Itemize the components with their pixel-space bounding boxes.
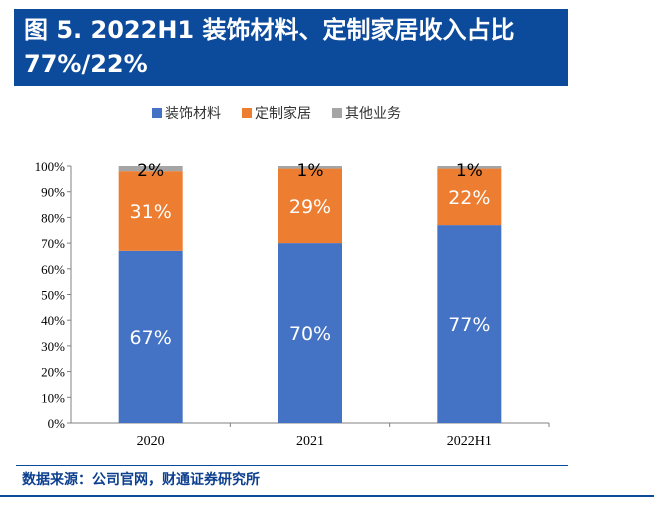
y-tick-label: 80% — [41, 210, 65, 225]
data-label-0-1: 70% — [289, 323, 331, 345]
y-tick-label: 10% — [41, 390, 65, 405]
y-tick-label: 60% — [41, 262, 65, 277]
legend-label-1: 定制家居 — [255, 105, 311, 122]
data-label-2-2: 1% — [456, 161, 483, 181]
data-label-1-1: 29% — [289, 196, 331, 218]
stacked-bar-chart: 装饰材料 定制家居 其他业务 0% 10% 20% 30% 40% 50% 60% 70% 80% 90… — [35, 105, 550, 449]
x-tick-label: 2022H1 — [447, 434, 492, 449]
x-tick-label: 2020 — [137, 434, 165, 449]
bar-2-0 — [118, 166, 183, 172]
bar-0-1 — [278, 243, 342, 423]
y-tick-label: 100% — [35, 159, 66, 174]
section-divider — [0, 495, 654, 497]
legend-swatch-0 — [152, 108, 162, 118]
bar-1-0 — [118, 171, 183, 251]
y-tick-label: 40% — [41, 313, 65, 328]
bar-2-1 — [278, 166, 342, 169]
y-tick-label: 90% — [41, 185, 65, 200]
data-label-2-0: 2% — [137, 161, 164, 181]
data-label-1-0: 31% — [130, 201, 172, 223]
y-tick-label: 70% — [41, 236, 65, 251]
bar-0-0 — [118, 250, 183, 423]
x-tick-label: 2021 — [296, 434, 324, 449]
legend-label-2: 其他业务 — [345, 106, 401, 122]
bar-1-1 — [278, 168, 342, 244]
bar-0-2 — [437, 225, 502, 423]
source-divider — [16, 465, 568, 466]
data-label-2-1: 1% — [297, 161, 324, 181]
legend-swatch-1 — [242, 108, 252, 118]
data-source-note: 数据来源：公司官网，财通证券研究所 — [22, 472, 260, 488]
figure-title: 图 5. 2022H1 装饰材料、定制家居收入占比77%/22% — [24, 16, 515, 78]
y-tick-label: 0% — [48, 416, 66, 431]
data-label-1-2: 22% — [448, 187, 490, 209]
y-tick-label: 30% — [41, 339, 65, 354]
legend-swatch-2 — [332, 108, 342, 118]
y-tick-label: 20% — [41, 365, 65, 380]
y-tick-label: 50% — [41, 288, 65, 303]
data-label-0-0: 67% — [130, 327, 172, 349]
bar-2-2 — [437, 166, 502, 169]
legend-label-0: 装饰材料 — [165, 106, 221, 122]
data-label-0-2: 77% — [448, 314, 490, 336]
bar-1-2 — [437, 168, 502, 226]
figure-title-banner: 图 5. 2022H1 装饰材料、定制家居收入占比77%/22% — [14, 9, 568, 86]
